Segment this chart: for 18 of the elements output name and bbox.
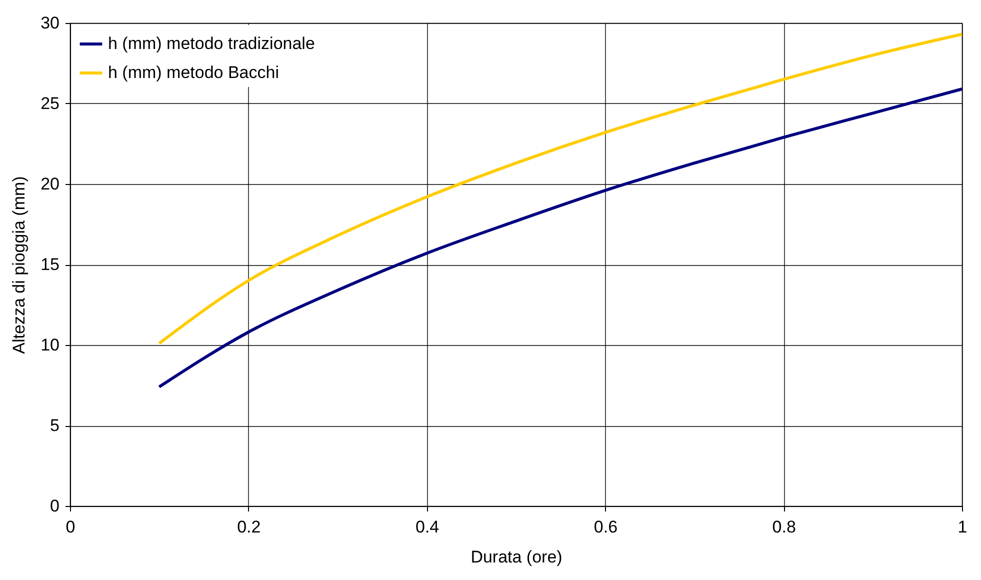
y-tick-label: 20 xyxy=(40,174,60,194)
y-tick-label: 25 xyxy=(40,94,60,113)
x-tick-label: 0.6 xyxy=(594,518,618,536)
x-tick-label: 0.4 xyxy=(415,518,440,536)
legend-label: h (mm) metodo Bacchi xyxy=(108,63,279,82)
x-tick-label: 0.2 xyxy=(237,518,261,536)
y-axis-title: Altezza di pioggia (mm) xyxy=(10,176,29,354)
x-axis-title: Durata (ore) xyxy=(470,548,562,566)
x-tick-label: 0 xyxy=(66,518,76,536)
y-tick-label: 15 xyxy=(40,255,60,274)
x-tick-label: 1 xyxy=(958,518,968,536)
legend-label: h (mm) metodo tradizionale xyxy=(108,34,315,53)
y-tick-label: 10 xyxy=(40,336,60,354)
y-tick-label: 30 xyxy=(40,14,60,32)
y-tick-label: 0 xyxy=(50,496,60,516)
line-series xyxy=(158,88,964,388)
y-tick-label: 5 xyxy=(50,416,60,435)
x-tick-label: 0.8 xyxy=(772,518,796,536)
